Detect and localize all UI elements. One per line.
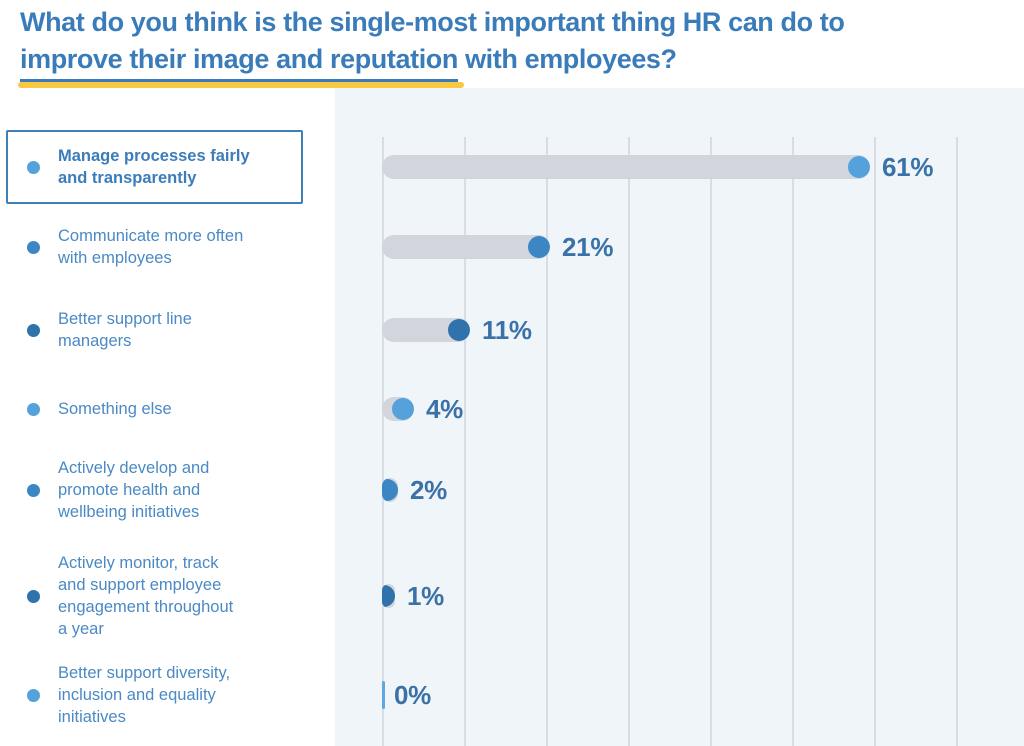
gridline <box>956 137 958 746</box>
gridline <box>382 137 384 746</box>
legend-dot <box>27 160 40 174</box>
gridline <box>628 137 630 746</box>
bar-track <box>382 478 398 502</box>
legend-dot <box>27 589 40 603</box>
chart-title-line2-rest: with employees? <box>457 44 677 74</box>
legend-item-label: Manage processes fairly and transparentl… <box>58 147 250 187</box>
legend-dot <box>27 323 40 337</box>
bar-track <box>382 584 395 608</box>
gridline <box>546 137 548 746</box>
highlighted-option-box <box>6 130 303 204</box>
legend-dot <box>27 688 40 702</box>
bar-value-label: 1% <box>407 581 444 611</box>
bar-dot <box>392 398 414 420</box>
gridline <box>792 137 794 746</box>
bar-value-label: 11% <box>482 315 532 345</box>
bar-value-label: 61% <box>882 152 934 182</box>
bar-value-label: 21% <box>562 232 614 262</box>
legend-dot <box>27 483 40 497</box>
legend-item-label: Actively develop and promote health and … <box>58 459 210 521</box>
legend-item-label: Communicate more often with employees <box>58 227 244 267</box>
bar-dot <box>382 479 398 501</box>
title-highlight: improve their image and reputation <box>18 41 464 88</box>
bar-dot <box>448 319 470 341</box>
bar-track <box>382 235 550 259</box>
legend-item-label: Better support diversity, inclusion and … <box>58 664 231 726</box>
bar-row: 0% <box>382 680 1022 710</box>
bar-track <box>382 397 414 421</box>
bar-row: 2% <box>382 475 1022 505</box>
bar-row: 4% <box>382 394 1022 424</box>
bar-row: 61% <box>382 152 1022 182</box>
bar-value-label: 0% <box>394 680 431 710</box>
bar-dot <box>382 585 395 607</box>
chart-title-line1: What do you think is the single-most imp… <box>20 7 845 37</box>
gridline <box>874 137 876 746</box>
chart-title: What do you think is the single-most imp… <box>18 4 1020 88</box>
bar-dot <box>528 236 550 258</box>
legend-item-label: Better support line managers <box>58 310 192 350</box>
bar-dot <box>848 156 870 178</box>
legend-item-label: Actively monitor, track and support empl… <box>58 554 234 638</box>
zero-value-tick <box>382 681 385 709</box>
legend-item-label: Something else <box>58 400 172 418</box>
bar-row: 11% <box>382 315 1022 345</box>
bar-row: 1% <box>382 581 1022 611</box>
bar-value-label: 2% <box>410 475 447 505</box>
gridline <box>710 137 712 746</box>
bar-track <box>382 318 470 342</box>
bar-value-label: 4% <box>426 394 463 424</box>
bar-row: 21% <box>382 232 1022 262</box>
legend-dot <box>27 402 40 416</box>
legend-dot <box>27 240 40 254</box>
bar-track <box>382 155 870 179</box>
chart-panel-background <box>335 88 1024 746</box>
gridline <box>464 137 466 746</box>
